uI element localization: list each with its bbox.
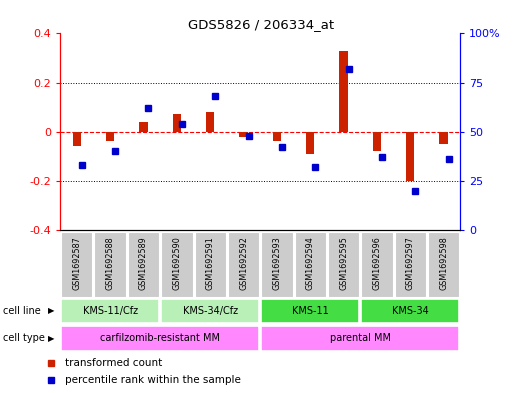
Text: transformed count: transformed count [65, 358, 162, 367]
Text: parental MM: parental MM [329, 333, 391, 343]
Text: cell line: cell line [3, 306, 40, 316]
Text: GSM1692597: GSM1692597 [406, 236, 415, 290]
Bar [128, 232, 159, 297]
Bar [339, 51, 348, 132]
Bar [361, 232, 393, 297]
Bar [361, 299, 459, 323]
Bar [106, 132, 115, 141]
Text: GSM1692592: GSM1692592 [239, 236, 248, 290]
Text: KMS-11/Cfz: KMS-11/Cfz [83, 306, 138, 316]
Text: KMS-34/Cfz: KMS-34/Cfz [183, 306, 238, 316]
Text: GSM1692589: GSM1692589 [139, 236, 148, 290]
Bar [73, 132, 81, 146]
Text: GSM1692590: GSM1692590 [173, 236, 181, 290]
Bar [261, 299, 359, 323]
Bar [195, 232, 226, 297]
Bar [61, 232, 93, 297]
Bar [161, 232, 192, 297]
Bar [261, 326, 459, 351]
Bar [428, 232, 459, 297]
Bar [406, 132, 414, 181]
Bar [95, 232, 126, 297]
Text: percentile rank within the sample: percentile rank within the sample [65, 375, 241, 385]
Bar [61, 326, 259, 351]
Text: carfilzomib-resistant MM: carfilzomib-resistant MM [100, 333, 220, 343]
Text: KMS-11: KMS-11 [292, 306, 328, 316]
Text: ▶: ▶ [49, 307, 55, 315]
Bar [439, 132, 448, 144]
Bar [173, 114, 181, 132]
Text: ▶: ▶ [49, 334, 55, 343]
Bar [373, 132, 381, 151]
Text: KMS-34: KMS-34 [392, 306, 429, 316]
Bar [206, 112, 214, 132]
Text: GSM1692591: GSM1692591 [206, 236, 214, 290]
Bar [240, 132, 248, 136]
Text: GSM1692593: GSM1692593 [272, 236, 281, 290]
Text: GSM1692594: GSM1692594 [306, 236, 315, 290]
Text: GSM1692587: GSM1692587 [72, 236, 81, 290]
Bar [161, 299, 259, 323]
Text: GSM1692596: GSM1692596 [372, 236, 381, 290]
Bar [306, 132, 314, 154]
Text: GDS5826 / 206334_at: GDS5826 / 206334_at [188, 18, 335, 31]
Bar [328, 232, 359, 297]
Bar [294, 232, 326, 297]
Text: cell type: cell type [3, 333, 44, 343]
Bar [261, 232, 292, 297]
Bar [272, 132, 281, 141]
Bar [228, 232, 259, 297]
Bar [61, 299, 159, 323]
Text: GSM1692598: GSM1692598 [439, 236, 448, 290]
Text: GSM1692588: GSM1692588 [106, 236, 115, 290]
Bar [139, 122, 147, 132]
Text: GSM1692595: GSM1692595 [339, 236, 348, 290]
Bar [394, 232, 426, 297]
